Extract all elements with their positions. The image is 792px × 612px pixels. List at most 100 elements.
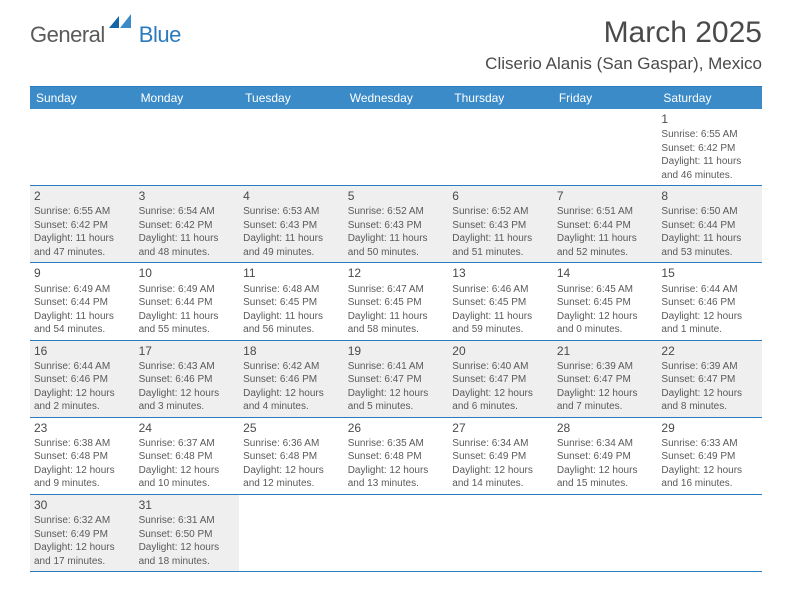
day-cell: 11Sunrise: 6:48 AMSunset: 6:45 PMDayligh…: [239, 263, 344, 339]
sunrise-line: Sunrise: 6:47 AM: [348, 283, 445, 297]
weekday-header: Saturday: [657, 87, 762, 109]
day-cell: 8Sunrise: 6:50 AMSunset: 6:44 PMDaylight…: [657, 186, 762, 262]
weekday-header: Sunday: [30, 87, 135, 109]
day-cell: 1Sunrise: 6:55 AMSunset: 6:42 PMDaylight…: [657, 109, 762, 185]
logo-general-text: General: [30, 22, 105, 48]
day-cell: [344, 109, 449, 185]
sunrise-line: Sunrise: 6:39 AM: [557, 360, 654, 374]
day-number: 10: [139, 265, 236, 281]
day-cell: 13Sunrise: 6:46 AMSunset: 6:45 PMDayligh…: [448, 263, 553, 339]
week-row: 9Sunrise: 6:49 AMSunset: 6:44 PMDaylight…: [30, 263, 762, 340]
day-number: 18: [243, 343, 340, 359]
sunset-line: Sunset: 6:48 PM: [139, 450, 236, 464]
day-cell: 30Sunrise: 6:32 AMSunset: 6:49 PMDayligh…: [30, 495, 135, 571]
day-cell: 15Sunrise: 6:44 AMSunset: 6:46 PMDayligh…: [657, 263, 762, 339]
day-cell: [553, 495, 658, 571]
day-cell: 16Sunrise: 6:44 AMSunset: 6:46 PMDayligh…: [30, 341, 135, 417]
location: Cliserio Alanis (San Gaspar), Mexico: [485, 54, 762, 74]
sunrise-line: Sunrise: 6:37 AM: [139, 437, 236, 451]
day-cell: 2Sunrise: 6:55 AMSunset: 6:42 PMDaylight…: [30, 186, 135, 262]
daylight-line: Daylight: 12 hours and 0 minutes.: [557, 310, 654, 337]
day-cell: 29Sunrise: 6:33 AMSunset: 6:49 PMDayligh…: [657, 418, 762, 494]
daylight-line: Daylight: 12 hours and 9 minutes.: [34, 464, 131, 491]
sunrise-line: Sunrise: 6:52 AM: [348, 205, 445, 219]
day-number: 16: [34, 343, 131, 359]
daylight-line: Daylight: 12 hours and 3 minutes.: [139, 387, 236, 414]
sunset-line: Sunset: 6:48 PM: [348, 450, 445, 464]
day-number: 14: [557, 265, 654, 281]
daylight-line: Daylight: 12 hours and 8 minutes.: [661, 387, 758, 414]
day-number: 11: [243, 265, 340, 281]
sunrise-line: Sunrise: 6:34 AM: [452, 437, 549, 451]
sunrise-line: Sunrise: 6:51 AM: [557, 205, 654, 219]
day-number: 23: [34, 420, 131, 436]
daylight-line: Daylight: 11 hours and 51 minutes.: [452, 232, 549, 259]
day-cell: 5Sunrise: 6:52 AMSunset: 6:43 PMDaylight…: [344, 186, 449, 262]
sunset-line: Sunset: 6:44 PM: [139, 296, 236, 310]
sunset-line: Sunset: 6:46 PM: [243, 373, 340, 387]
day-cell: 6Sunrise: 6:52 AMSunset: 6:43 PMDaylight…: [448, 186, 553, 262]
day-number: 5: [348, 188, 445, 204]
day-cell: 27Sunrise: 6:34 AMSunset: 6:49 PMDayligh…: [448, 418, 553, 494]
daylight-line: Daylight: 11 hours and 48 minutes.: [139, 232, 236, 259]
sunrise-line: Sunrise: 6:31 AM: [139, 514, 236, 528]
sunset-line: Sunset: 6:47 PM: [452, 373, 549, 387]
sunrise-line: Sunrise: 6:50 AM: [661, 205, 758, 219]
daylight-line: Daylight: 12 hours and 15 minutes.: [557, 464, 654, 491]
daylight-line: Daylight: 11 hours and 55 minutes.: [139, 310, 236, 337]
day-number: 17: [139, 343, 236, 359]
daylight-line: Daylight: 12 hours and 14 minutes.: [452, 464, 549, 491]
daylight-line: Daylight: 12 hours and 2 minutes.: [34, 387, 131, 414]
day-number: 2: [34, 188, 131, 204]
sunrise-line: Sunrise: 6:55 AM: [34, 205, 131, 219]
calendar: SundayMondayTuesdayWednesdayThursdayFrid…: [30, 86, 762, 572]
daylight-line: Daylight: 12 hours and 5 minutes.: [348, 387, 445, 414]
day-cell: [553, 109, 658, 185]
day-number: 15: [661, 265, 758, 281]
sunset-line: Sunset: 6:45 PM: [452, 296, 549, 310]
weekday-header: Monday: [135, 87, 240, 109]
sunset-line: Sunset: 6:49 PM: [452, 450, 549, 464]
sunset-line: Sunset: 6:44 PM: [34, 296, 131, 310]
sunset-line: Sunset: 6:46 PM: [34, 373, 131, 387]
day-number: 24: [139, 420, 236, 436]
weekday-header-row: SundayMondayTuesdayWednesdayThursdayFrid…: [30, 87, 762, 109]
sunset-line: Sunset: 6:50 PM: [139, 528, 236, 542]
daylight-line: Daylight: 12 hours and 12 minutes.: [243, 464, 340, 491]
sunset-line: Sunset: 6:43 PM: [348, 219, 445, 233]
day-cell: 17Sunrise: 6:43 AMSunset: 6:46 PMDayligh…: [135, 341, 240, 417]
day-cell: 22Sunrise: 6:39 AMSunset: 6:47 PMDayligh…: [657, 341, 762, 417]
day-number: 6: [452, 188, 549, 204]
day-number: 3: [139, 188, 236, 204]
daylight-line: Daylight: 11 hours and 59 minutes.: [452, 310, 549, 337]
sunrise-line: Sunrise: 6:43 AM: [139, 360, 236, 374]
sunset-line: Sunset: 6:48 PM: [243, 450, 340, 464]
sunrise-line: Sunrise: 6:32 AM: [34, 514, 131, 528]
sunset-line: Sunset: 6:46 PM: [139, 373, 236, 387]
daylight-line: Daylight: 12 hours and 18 minutes.: [139, 541, 236, 568]
week-row: 16Sunrise: 6:44 AMSunset: 6:46 PMDayligh…: [30, 341, 762, 418]
sunset-line: Sunset: 6:48 PM: [34, 450, 131, 464]
day-number: 7: [557, 188, 654, 204]
day-cell: 23Sunrise: 6:38 AMSunset: 6:48 PMDayligh…: [30, 418, 135, 494]
sunset-line: Sunset: 6:47 PM: [348, 373, 445, 387]
day-cell: [239, 495, 344, 571]
sunrise-line: Sunrise: 6:35 AM: [348, 437, 445, 451]
sunset-line: Sunset: 6:49 PM: [557, 450, 654, 464]
sunrise-line: Sunrise: 6:45 AM: [557, 283, 654, 297]
daylight-line: Daylight: 12 hours and 4 minutes.: [243, 387, 340, 414]
daylight-line: Daylight: 12 hours and 16 minutes.: [661, 464, 758, 491]
week-row: 23Sunrise: 6:38 AMSunset: 6:48 PMDayligh…: [30, 418, 762, 495]
sunset-line: Sunset: 6:45 PM: [557, 296, 654, 310]
daylight-line: Daylight: 12 hours and 10 minutes.: [139, 464, 236, 491]
sunset-line: Sunset: 6:42 PM: [661, 142, 758, 156]
sunset-line: Sunset: 6:42 PM: [139, 219, 236, 233]
sunrise-line: Sunrise: 6:38 AM: [34, 437, 131, 451]
sunrise-line: Sunrise: 6:42 AM: [243, 360, 340, 374]
day-cell: 18Sunrise: 6:42 AMSunset: 6:46 PMDayligh…: [239, 341, 344, 417]
daylight-line: Daylight: 11 hours and 52 minutes.: [557, 232, 654, 259]
header: General Blue March 2025 Cliserio Alanis …: [0, 0, 792, 78]
daylight-line: Daylight: 11 hours and 50 minutes.: [348, 232, 445, 259]
day-cell: 25Sunrise: 6:36 AMSunset: 6:48 PMDayligh…: [239, 418, 344, 494]
day-number: 27: [452, 420, 549, 436]
